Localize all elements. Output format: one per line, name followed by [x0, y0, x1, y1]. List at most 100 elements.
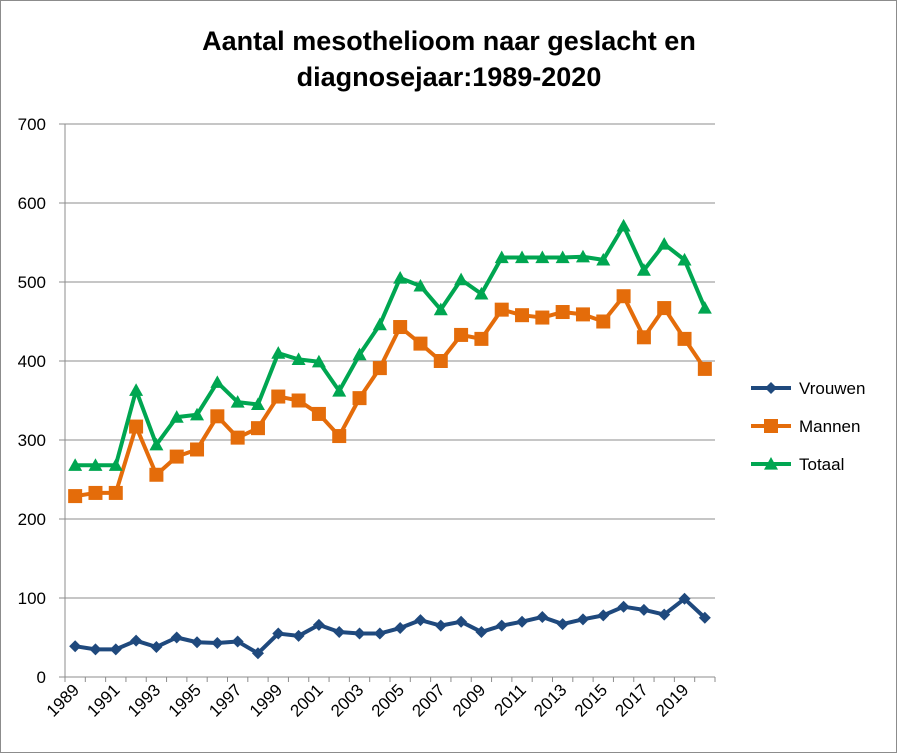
- data-point: [88, 485, 103, 500]
- data-point: [677, 252, 692, 266]
- data-point: [616, 218, 631, 232]
- data-point: [211, 637, 224, 650]
- data-point: [372, 361, 387, 376]
- data-point: [494, 302, 509, 317]
- x-tick-label: 2009: [449, 680, 489, 720]
- chart-title-line: diagnosejaar:1989-2020: [297, 62, 602, 92]
- y-tick-label: 700: [18, 115, 46, 134]
- data-point: [516, 615, 529, 628]
- data-point: [454, 272, 469, 286]
- data-point: [372, 317, 387, 331]
- data-point: [108, 458, 123, 471]
- data-point: [433, 302, 448, 316]
- data-point: [617, 600, 630, 613]
- data-point: [170, 631, 183, 644]
- data-point: [68, 489, 83, 504]
- data-point: [332, 384, 347, 397]
- x-tick-label: 1991: [83, 680, 123, 720]
- data-point: [352, 391, 367, 406]
- gridlines: [59, 123, 715, 678]
- y-tick-labels: 0 100 200 300 400 500 600 700: [18, 115, 46, 687]
- data-point: [272, 627, 285, 640]
- x-tick-label: 2011: [491, 680, 530, 719]
- data-point: [677, 331, 692, 346]
- data-point: [394, 622, 407, 635]
- data-point: [68, 458, 83, 471]
- data-point: [149, 437, 164, 451]
- data-point: [596, 314, 611, 329]
- y-tick-label: 600: [18, 194, 46, 213]
- series-line: [74, 294, 707, 499]
- data-point: [69, 640, 82, 653]
- data-point: [433, 354, 448, 368]
- data-point: [108, 485, 123, 500]
- data-point: [393, 320, 408, 335]
- data-point: [474, 286, 489, 300]
- data-point: [657, 237, 672, 250]
- x-tick-label: 2013: [530, 680, 570, 720]
- data-point: [291, 352, 306, 366]
- data-point: [658, 608, 671, 621]
- data-point: [149, 467, 164, 482]
- legend: Vrouwen Mannen Totaal: [751, 379, 865, 474]
- data-point: [109, 643, 122, 656]
- data-point: [555, 305, 570, 320]
- data-point: [150, 640, 163, 653]
- data-point: [250, 421, 265, 436]
- y-tick-label: 200: [18, 510, 46, 529]
- legend-label: Totaal: [799, 455, 844, 474]
- y-tick-label: 500: [18, 273, 46, 292]
- x-tick-label: 2017: [612, 680, 652, 720]
- data-point: [311, 354, 326, 368]
- series-mannen: [68, 289, 712, 504]
- legend-item: Mannen: [751, 417, 860, 436]
- x-tick-label: 1989: [43, 680, 83, 720]
- data-point: [393, 271, 408, 284]
- data-point: [291, 393, 306, 408]
- data-point: [636, 263, 651, 276]
- data-point: [596, 252, 611, 266]
- data-point: [494, 250, 509, 264]
- y-tick-label: 0: [37, 668, 46, 687]
- data-point: [697, 361, 712, 376]
- data-point: [495, 619, 508, 632]
- data-point: [230, 395, 245, 408]
- x-tick-label: 2015: [571, 680, 611, 720]
- data-point: [250, 397, 265, 411]
- data-point: [637, 603, 650, 616]
- data-point: [536, 610, 549, 623]
- data-point: [130, 634, 143, 647]
- legend-marker: [765, 382, 777, 394]
- data-point: [535, 310, 550, 325]
- series: [68, 218, 712, 660]
- data-point: [210, 409, 225, 424]
- axes: [64, 124, 716, 682]
- data-point: [413, 336, 428, 351]
- legend-item: Vrouwen: [751, 379, 865, 398]
- x-tick-label: 1999: [246, 680, 286, 720]
- data-point: [333, 625, 346, 638]
- chart-title-line: Aantal mesothelioom naar geslacht en: [202, 26, 696, 56]
- data-point: [312, 618, 325, 631]
- data-point: [210, 375, 225, 388]
- data-point: [373, 627, 386, 640]
- data-point: [230, 430, 245, 445]
- data-point: [88, 458, 103, 471]
- data-point: [271, 389, 286, 404]
- data-point: [292, 629, 305, 642]
- y-tick-label: 400: [18, 352, 46, 371]
- data-point: [455, 615, 468, 628]
- data-point: [271, 346, 286, 359]
- data-point: [231, 635, 244, 648]
- data-point: [698, 611, 711, 624]
- data-point: [129, 419, 144, 434]
- x-tick-label: 2019: [652, 680, 692, 720]
- data-point: [413, 278, 428, 292]
- data-point: [575, 249, 590, 263]
- data-point: [556, 618, 569, 631]
- data-point: [475, 625, 488, 638]
- data-point: [697, 301, 712, 314]
- legend-label: Vrouwen: [799, 379, 865, 398]
